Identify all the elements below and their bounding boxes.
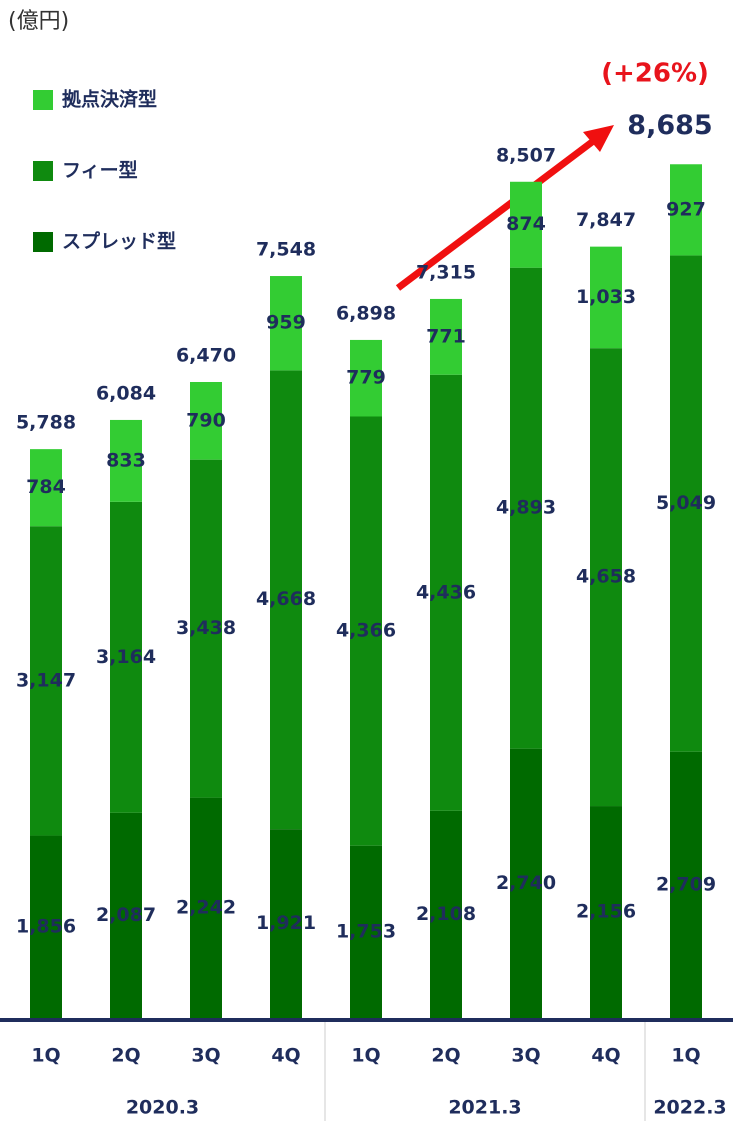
trend-arrow [395, 136, 599, 291]
value-label: 927 [666, 198, 706, 220]
value-label: 4,436 [416, 581, 476, 603]
value-label: 2,740 [496, 872, 556, 894]
bar-segment [670, 164, 702, 256]
legend-swatch [33, 90, 53, 110]
bar-segment [190, 381, 222, 460]
legend-swatch [33, 232, 53, 252]
total-label: 6,084 [96, 382, 156, 404]
value-label: 2,156 [576, 901, 636, 923]
bar-segment [430, 810, 462, 1018]
bar-segment [270, 370, 302, 830]
bar-segment [510, 267, 542, 749]
x-tick-label: 4Q [271, 1045, 300, 1067]
bar-segment [590, 806, 622, 1018]
group-label: 2021.3 [448, 1097, 521, 1119]
bar-segment [590, 246, 622, 349]
total-label: 6,898 [336, 302, 396, 324]
total-label: 7,847 [576, 209, 636, 231]
value-label: 1,856 [16, 915, 76, 937]
bar-segment [590, 348, 622, 807]
bar-segment [110, 419, 142, 502]
bar-segment [350, 845, 382, 1018]
total-label: 8,507 [496, 144, 556, 166]
bar-segment [350, 339, 382, 417]
value-label: 1,033 [576, 286, 636, 308]
value-label: 779 [346, 367, 386, 389]
value-label: 2,242 [176, 896, 236, 918]
x-tick-label: 1Q [31, 1045, 60, 1067]
value-label: 771 [426, 325, 466, 347]
annotation: (+26%) [601, 59, 709, 89]
value-label: 5,049 [656, 492, 716, 514]
bar-segment [190, 459, 222, 798]
bar-segment [350, 416, 382, 846]
value-label: 3,164 [96, 646, 156, 668]
value-label: 2,087 [96, 904, 156, 926]
x-tick-label: 2Q [111, 1045, 140, 1067]
x-tick-label: 4Q [591, 1045, 620, 1067]
bar-segment [110, 812, 142, 1018]
value-label: 790 [186, 409, 226, 431]
bar-segment [190, 797, 222, 1018]
bar-segment [270, 276, 302, 371]
total-label: 7,315 [416, 261, 476, 283]
x-tick-label: 1Q [351, 1045, 380, 1067]
total-label: 5,788 [16, 412, 76, 434]
x-tick-label: 3Q [191, 1045, 220, 1067]
group-label: 2022.3 [653, 1097, 726, 1119]
legend-label: フィー型 [62, 159, 138, 182]
bar-segment [430, 298, 462, 375]
legend-label: スプレッド型 [62, 230, 176, 253]
value-label: 874 [506, 213, 546, 235]
group-label: 2020.3 [126, 1097, 199, 1119]
total-label: 7,548 [256, 239, 316, 261]
x-tick-label: 2Q [431, 1045, 460, 1067]
value-label: 1,921 [256, 912, 316, 934]
bar-segment [30, 835, 62, 1018]
bar-segment [510, 748, 542, 1018]
bar-segment [110, 501, 142, 813]
value-label: 4,668 [256, 588, 316, 610]
bar-segment [670, 255, 702, 752]
bar-segment [30, 526, 62, 836]
bar-segment [30, 449, 62, 527]
bar-segment [430, 374, 462, 811]
bar-segment [270, 829, 302, 1018]
value-label: 959 [266, 312, 306, 334]
value-label: 2,709 [656, 873, 716, 895]
value-label: 1,753 [336, 920, 396, 942]
bar-segment [510, 181, 542, 268]
legend-swatch [33, 161, 53, 181]
total-label: 6,470 [176, 344, 236, 366]
value-label: 4,893 [496, 497, 556, 519]
arrow-head [583, 125, 614, 152]
value-label: 833 [106, 449, 146, 471]
value-label: 3,147 [16, 669, 76, 691]
bar-segment [670, 751, 702, 1018]
value-label: 784 [26, 476, 66, 498]
value-label: 2,108 [416, 903, 476, 925]
legend-label: 拠点決済型 [62, 88, 157, 111]
x-tick-label: 1Q [671, 1045, 700, 1067]
total-label: 8,685 [627, 110, 712, 141]
x-tick-label: 3Q [511, 1045, 540, 1067]
value-label: 4,658 [576, 566, 636, 588]
unit-label: (億円) [8, 9, 69, 34]
value-label: 4,366 [336, 620, 396, 642]
value-label: 3,438 [176, 617, 236, 639]
